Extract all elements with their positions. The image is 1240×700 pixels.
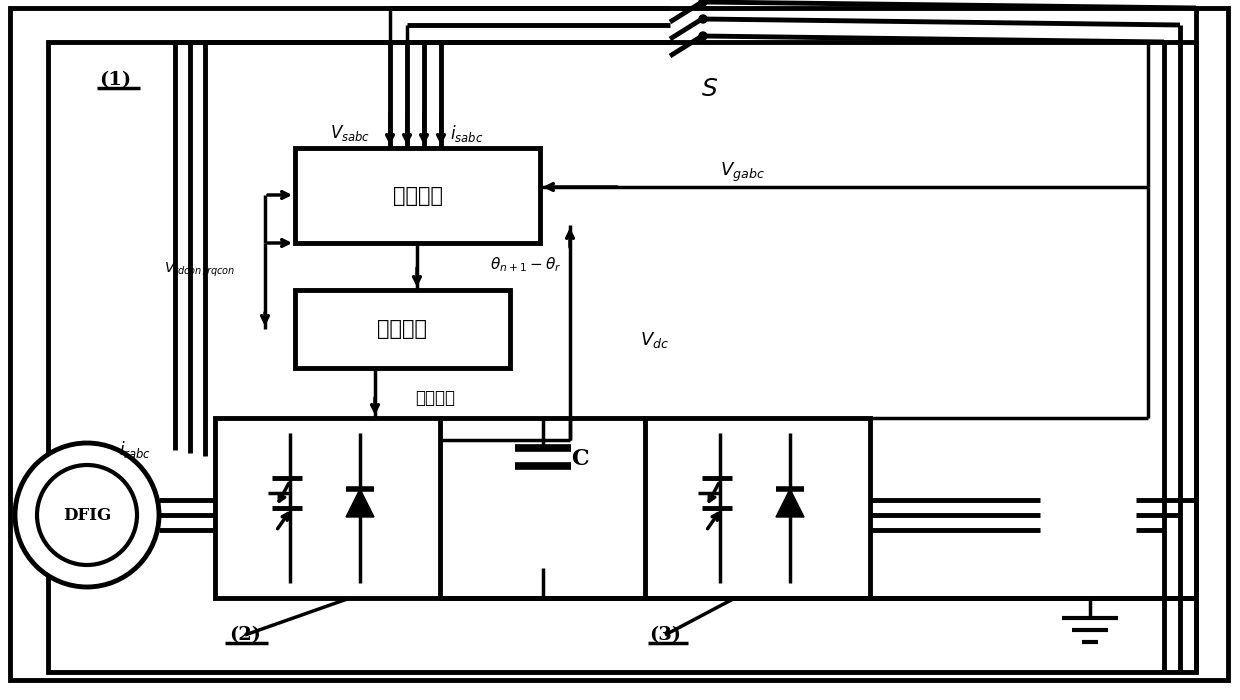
Text: (3): (3) — [649, 626, 681, 644]
Text: (1): (1) — [99, 71, 131, 89]
Text: C: C — [572, 448, 589, 470]
Text: $\mathit{i}_{sabc}$: $\mathit{i}_{sabc}$ — [450, 122, 484, 144]
Text: $\mathit{i}_{rabc}$: $\mathit{i}_{rabc}$ — [119, 440, 151, 461]
Circle shape — [37, 465, 136, 565]
Polygon shape — [346, 489, 374, 517]
Circle shape — [15, 443, 159, 587]
Bar — [295, 148, 539, 243]
Text: $\mathit{V}_{rdcon,rqcon}$: $\mathit{V}_{rdcon,rqcon}$ — [165, 261, 236, 279]
Text: (2): (2) — [229, 626, 260, 644]
Text: 驱动信号: 驱动信号 — [415, 389, 455, 407]
Text: 发波单元: 发波单元 — [377, 319, 428, 339]
Circle shape — [699, 32, 707, 40]
Text: DFIG: DFIG — [63, 507, 112, 524]
Circle shape — [699, 15, 707, 23]
Text: 控制策略: 控制策略 — [393, 186, 443, 206]
Text: $\mathit{S}$: $\mathit{S}$ — [702, 78, 718, 102]
Bar — [215, 418, 440, 598]
Text: $\mathit{V}_{dc}$: $\mathit{V}_{dc}$ — [640, 330, 670, 350]
Polygon shape — [776, 489, 804, 517]
Bar — [645, 418, 870, 598]
Bar — [295, 290, 510, 368]
Text: $\mathit{V}_{sabc}$: $\mathit{V}_{sabc}$ — [330, 123, 370, 143]
Circle shape — [699, 0, 707, 6]
Text: $\mathit{\theta}_{n+1}-\mathit{\theta}_r$: $\mathit{\theta}_{n+1}-\mathit{\theta}_r… — [490, 256, 562, 274]
Text: $\mathit{V}_{gabc}$: $\mathit{V}_{gabc}$ — [720, 160, 765, 183]
